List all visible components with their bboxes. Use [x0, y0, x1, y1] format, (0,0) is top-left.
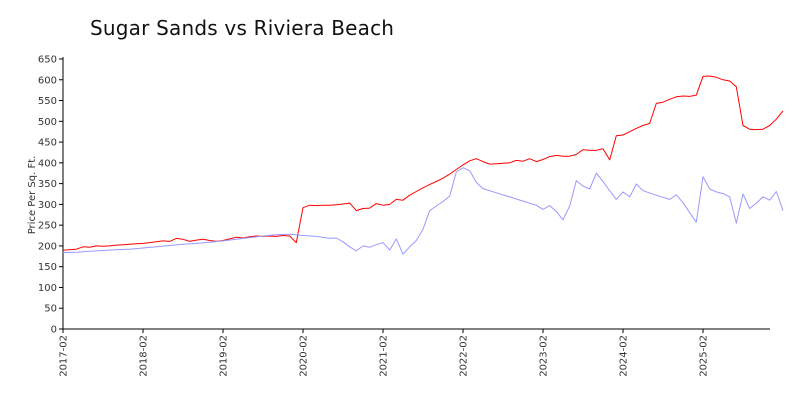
- x-tick-label: 2025-02: [699, 335, 710, 377]
- chart-title: Sugar Sands vs Riviera Beach: [90, 16, 395, 40]
- x-tick-label: 2024-02: [619, 335, 630, 377]
- x-tick-label: 2019-02: [219, 335, 230, 377]
- y-tick-label: 550: [38, 96, 57, 107]
- x-tick-label: 2022-02: [459, 335, 470, 377]
- y-tick-label: 250: [38, 221, 57, 232]
- y-tick-label: 650: [38, 55, 57, 66]
- series-layer: [62, 75, 784, 255]
- y-tick-label: 600: [38, 75, 57, 86]
- series-line-1: [62, 75, 784, 251]
- y-tick-label: 150: [38, 262, 57, 273]
- y-tick-label: 450: [38, 138, 57, 149]
- y-tick-label: 200: [38, 241, 57, 252]
- y-tick-label: 0: [51, 325, 57, 336]
- y-tick-label: 350: [38, 179, 57, 190]
- y-tick-label: 500: [38, 117, 57, 128]
- y-tick-label: 300: [38, 200, 57, 211]
- x-tick-label: 2017-02: [59, 335, 70, 377]
- series-line-2: [62, 167, 784, 255]
- x-tick-label: 2020-02: [299, 335, 310, 377]
- x-tick-label: 2018-02: [139, 335, 150, 377]
- y-tick-label: 50: [44, 304, 57, 315]
- x-tick-label: 2023-02: [539, 335, 550, 377]
- x-tick-label: 2021-02: [379, 335, 390, 377]
- y-tick-label: 100: [38, 283, 57, 294]
- axes-layer: 0 50 100 150 200 250 300 350 400 450 500 550 600 650 2…: [38, 55, 770, 377]
- y-axis-label: Price Per Sq. Ft.: [27, 156, 38, 235]
- y-tick-label: 400: [38, 158, 57, 169]
